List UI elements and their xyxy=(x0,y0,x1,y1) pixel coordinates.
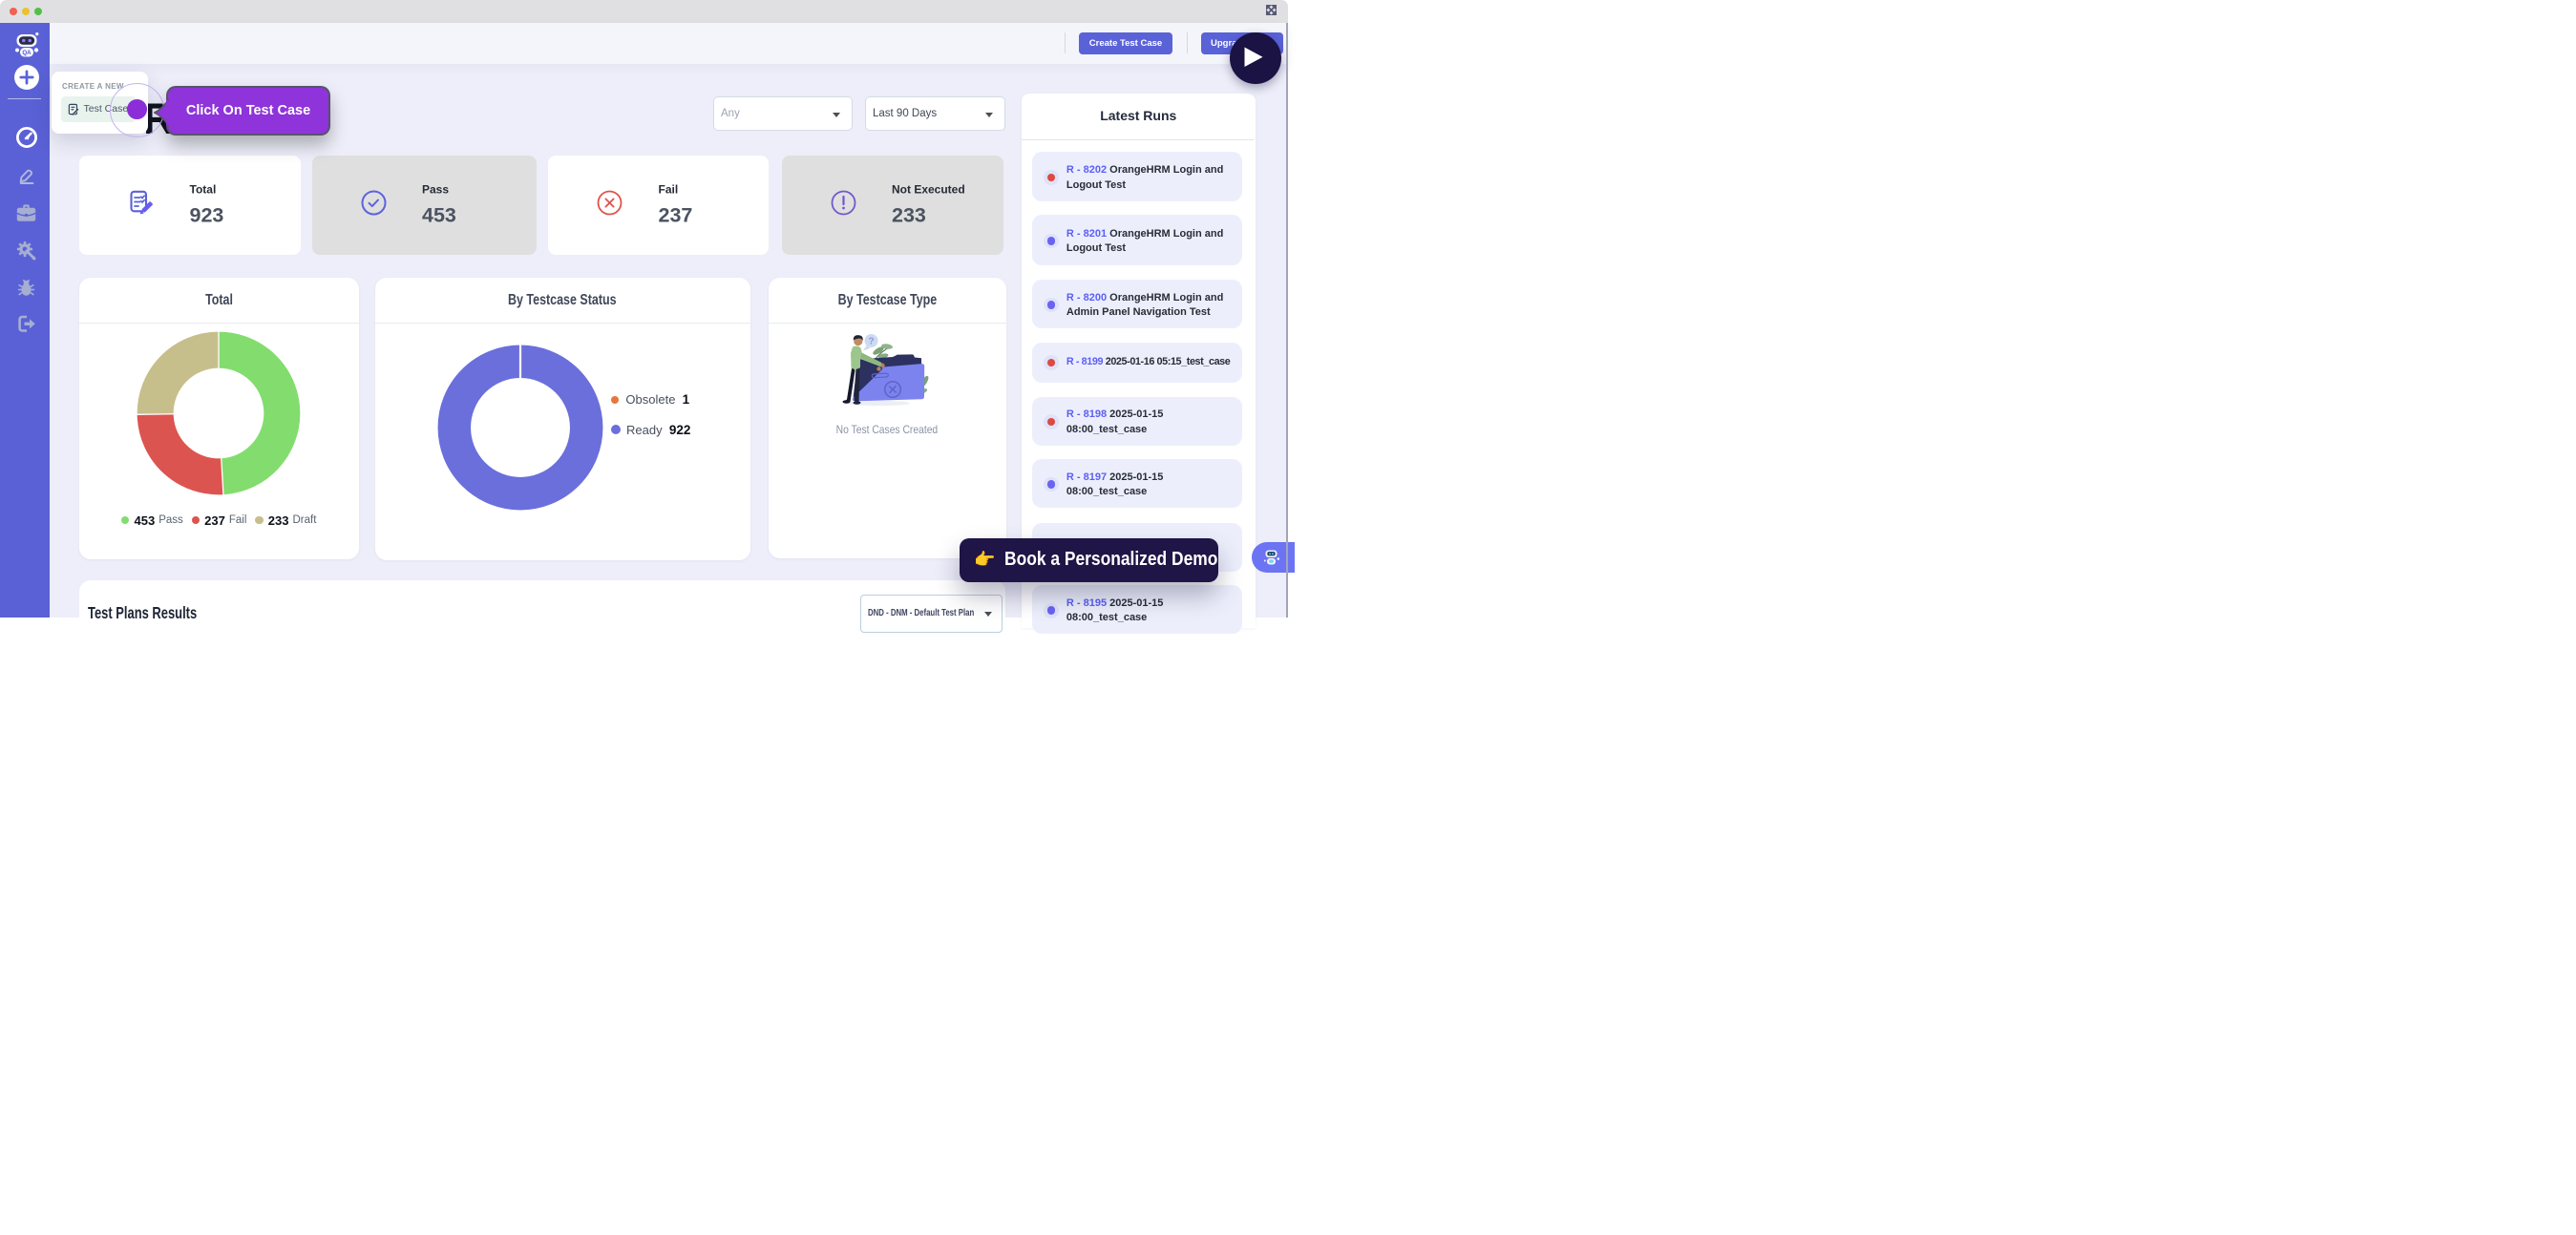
svg-text:?: ? xyxy=(868,337,874,347)
svg-text:QA: QA xyxy=(22,50,32,56)
